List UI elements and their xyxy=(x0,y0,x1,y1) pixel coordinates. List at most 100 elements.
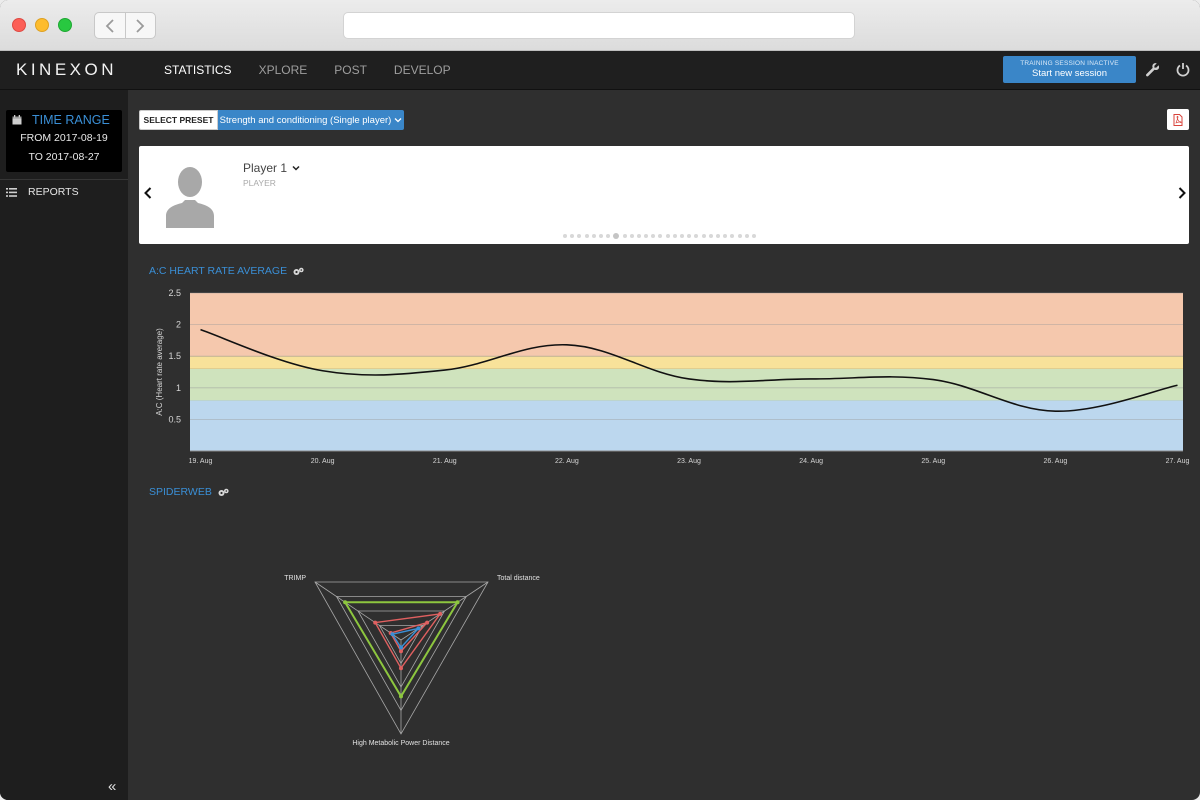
pager-dot[interactable] xyxy=(680,234,684,238)
radar-ring xyxy=(357,610,446,688)
previous-player-button[interactable] xyxy=(144,186,152,202)
player-select[interactable]: Player 1 xyxy=(243,161,300,175)
pager-dot[interactable] xyxy=(730,234,735,238)
y-tick-label: 2 xyxy=(176,320,181,330)
sidebar: TIME RANGE FROM 2017-08-19 TO 2017-08-27… xyxy=(0,90,128,800)
tab-statistics[interactable]: STATISTICS xyxy=(164,63,232,77)
address-bar[interactable] xyxy=(343,12,855,39)
pager-dot[interactable] xyxy=(723,234,728,238)
chevron-right-icon xyxy=(136,18,145,33)
radar-point[interactable] xyxy=(343,600,348,605)
pager-dot[interactable] xyxy=(629,234,634,238)
pager-dot[interactable] xyxy=(622,234,627,238)
forward-button[interactable] xyxy=(124,13,156,38)
carousel-pager[interactable] xyxy=(563,233,759,239)
radar-point[interactable] xyxy=(390,632,395,637)
time-range-from: FROM 2017-08-19 xyxy=(20,132,108,144)
chevron-right-icon xyxy=(1178,187,1186,199)
player-carousel: Player 1 PLAYER xyxy=(139,146,1189,244)
radar-spoke xyxy=(314,581,402,641)
radar-point[interactable] xyxy=(425,620,430,625)
pager-dot[interactable] xyxy=(651,234,656,238)
pager-dot[interactable] xyxy=(665,234,670,238)
gears-icon[interactable] xyxy=(218,488,229,497)
axis-label-high-metabolic-power-distance: High Metabolic Power Distance xyxy=(352,740,449,747)
export-pdf-button[interactable] xyxy=(1167,109,1189,130)
pager-dot[interactable] xyxy=(737,234,742,238)
pager-dot[interactable] xyxy=(577,234,582,238)
pager-dot[interactable] xyxy=(598,234,603,238)
pager-dot[interactable] xyxy=(672,234,677,238)
sidebar-item-label: REPORTS xyxy=(28,186,79,198)
pager-dot[interactable] xyxy=(694,234,699,238)
chevron-left-icon xyxy=(105,18,114,33)
chevron-down-icon xyxy=(394,118,402,123)
pager-dot[interactable] xyxy=(584,234,589,238)
pager-dot[interactable] xyxy=(563,234,567,238)
pager-dot[interactable] xyxy=(701,234,706,238)
pager-dot[interactable] xyxy=(751,234,756,238)
tab-xplore[interactable]: XPLORE xyxy=(258,63,308,77)
gears-icon[interactable] xyxy=(293,267,304,276)
pager-dot[interactable] xyxy=(591,234,596,238)
pager-dot[interactable] xyxy=(687,234,692,238)
pager-dot[interactable] xyxy=(613,233,620,239)
radar-point[interactable] xyxy=(438,611,443,616)
time-range-header: TIME RANGE xyxy=(12,113,110,127)
heart-rate-chart-header: A:C HEART RATE AVERAGE xyxy=(149,265,304,277)
x-tick-label: 20. Aug xyxy=(311,458,335,465)
radar-spoke xyxy=(400,581,489,641)
start-session-label: Start new session xyxy=(1032,68,1107,79)
wrench-icon[interactable] xyxy=(1145,62,1160,77)
spiderweb-chart-title: SPIDERWEB xyxy=(149,486,212,498)
y-tick-label: 2.5 xyxy=(168,288,181,298)
preset-dropdown[interactable]: Strength and conditioning (Single player… xyxy=(218,110,404,130)
pager-dot[interactable] xyxy=(606,234,611,238)
collapse-sidebar-icon[interactable]: « xyxy=(108,778,117,795)
select-preset-label: SELECT PRESET xyxy=(139,110,218,130)
time-range-panel[interactable]: TIME RANGE FROM 2017-08-19 TO 2017-08-27 xyxy=(6,110,122,172)
series-line xyxy=(200,328,1178,412)
close-window-button[interactable] xyxy=(12,18,26,32)
zone-band-blue xyxy=(190,400,1183,451)
radar-point[interactable] xyxy=(416,626,421,631)
pager-dot[interactable] xyxy=(644,234,649,238)
sidebar-divider xyxy=(0,179,128,180)
next-player-button[interactable] xyxy=(1178,186,1186,202)
minimize-window-button[interactable] xyxy=(35,18,49,32)
radar-point[interactable] xyxy=(399,645,403,650)
back-button[interactable] xyxy=(95,13,125,38)
x-tick-label: 27. Aug xyxy=(1166,458,1190,465)
x-tick-labels: 19. Aug 20. Aug 21. Aug 22. Aug 23. Aug 24. A… xyxy=(189,458,1190,465)
radar-point[interactable] xyxy=(399,649,403,654)
tab-post[interactable]: POST xyxy=(334,63,367,77)
player-avatar xyxy=(166,167,214,228)
x-tick-label: 25. Aug xyxy=(921,458,945,465)
power-icon[interactable] xyxy=(1176,62,1190,77)
radar-point[interactable] xyxy=(455,600,460,605)
zone-bands xyxy=(190,293,1183,451)
pager-dot[interactable] xyxy=(658,234,663,238)
radar-series xyxy=(343,600,460,699)
radar-point[interactable] xyxy=(373,620,378,625)
radar-point[interactable] xyxy=(399,666,403,671)
pager-dot[interactable] xyxy=(744,234,749,238)
pager-dot[interactable] xyxy=(715,234,720,238)
radar-series-red xyxy=(374,612,442,670)
list-icon xyxy=(6,187,17,197)
radar-point[interactable] xyxy=(399,694,403,699)
pager-dot[interactable] xyxy=(570,234,575,238)
maximize-window-button[interactable] xyxy=(58,18,72,32)
history-nav xyxy=(94,12,156,39)
x-tick-label: 24. Aug xyxy=(799,458,823,465)
sidebar-item-reports[interactable]: REPORTS xyxy=(6,186,79,198)
pager-dot[interactable] xyxy=(636,234,641,238)
spiderweb-chart: TRIMP Total distance High Metabolic Powe… xyxy=(284,575,540,747)
kinexon-logo[interactable]: KINEXON xyxy=(16,60,118,79)
pager-dot[interactable] xyxy=(708,234,713,238)
start-session-button[interactable]: TRAINING SESSION INACTIVE Start new sess… xyxy=(1003,56,1136,83)
radar-series-red xyxy=(389,621,430,653)
spiderweb-chart-header: SPIDERWEB xyxy=(149,486,229,498)
tab-develop[interactable]: DEVELOP xyxy=(393,63,451,77)
